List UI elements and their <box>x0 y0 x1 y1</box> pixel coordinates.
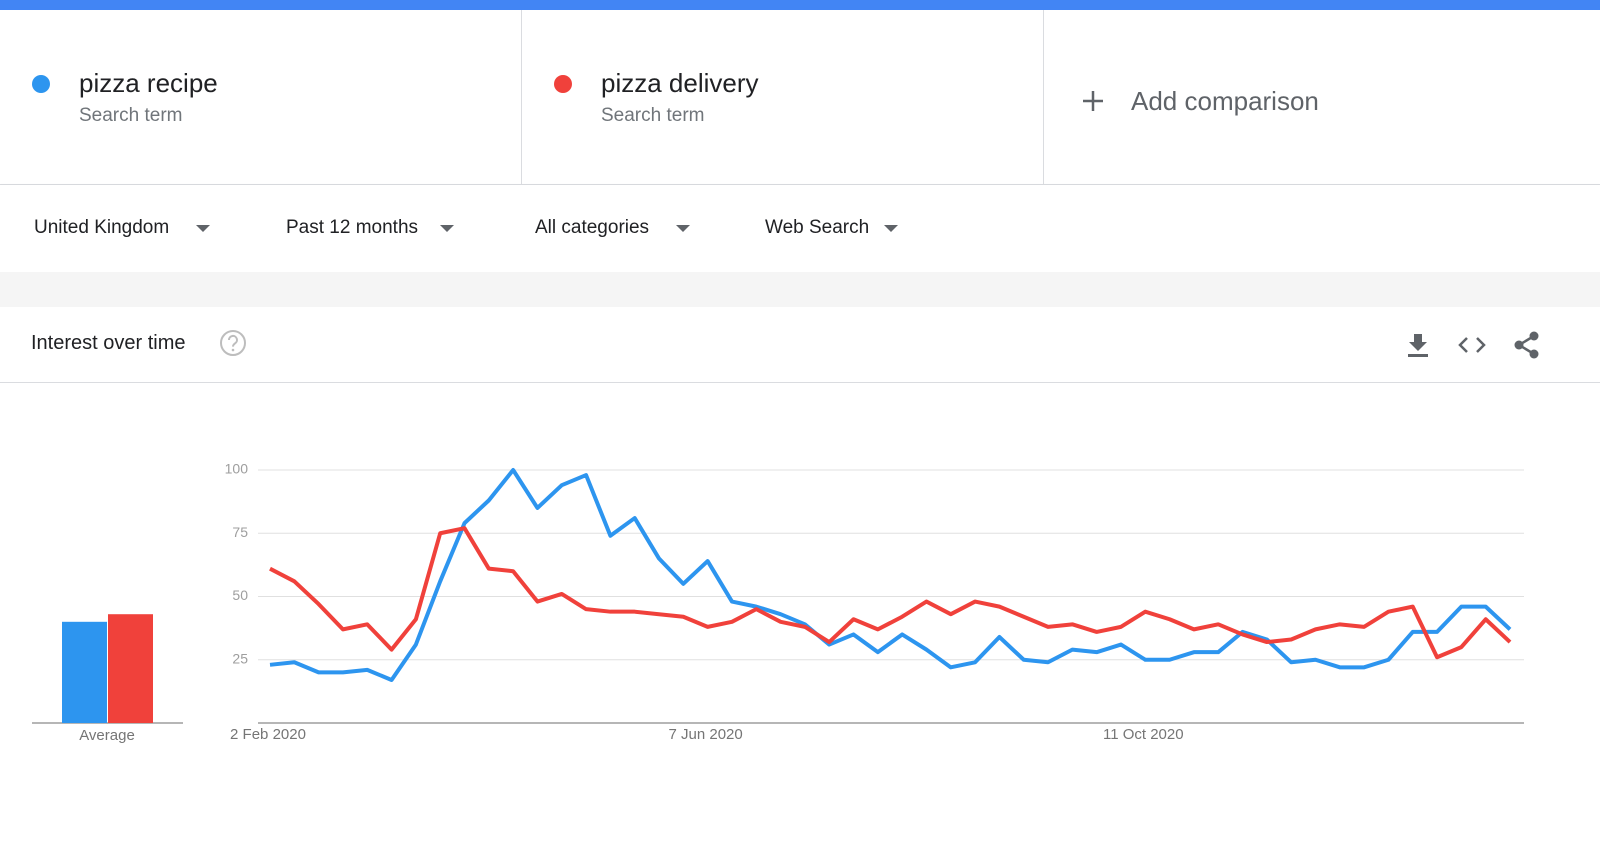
term-dot <box>554 75 572 93</box>
x-tick-label: 7 Jun 2020 <box>669 726 743 743</box>
term-card[interactable]: pizza delivery Search term <box>522 10 1044 185</box>
download-icon[interactable] <box>1404 331 1432 359</box>
x-tick-label: 2 Feb 2020 <box>230 726 306 743</box>
y-tick-label: 75 <box>232 524 248 540</box>
section-title: Interest over time <box>31 332 186 354</box>
term-type: Search term <box>79 105 183 126</box>
term-type: Search term <box>601 105 705 126</box>
add-comparison[interactable]: Add comparison <box>1131 86 1319 116</box>
filter-category[interactable]: All categories <box>535 217 650 238</box>
dropdown-arrow[interactable] <box>676 225 690 232</box>
y-tick-label: 50 <box>232 587 248 603</box>
term-card[interactable]: pizza recipe Search term <box>0 10 522 185</box>
term-dot <box>32 75 50 93</box>
y-tick-label: 100 <box>225 461 249 477</box>
separator <box>0 272 1600 307</box>
help-icon[interactable] <box>219 329 247 357</box>
y-tick-label: 25 <box>232 650 248 666</box>
share-icon[interactable] <box>1512 329 1542 361</box>
x-tick-label: 11 Oct 2020 <box>1103 726 1184 743</box>
dropdown-arrow[interactable] <box>884 225 898 232</box>
series-line <box>269 468 1512 682</box>
average-label: Average <box>79 727 135 744</box>
embed-icon[interactable] <box>1457 331 1487 359</box>
term-label[interactable]: pizza delivery <box>601 68 759 98</box>
section-header: Interest over time <box>0 307 1600 383</box>
average-bar <box>108 614 153 723</box>
add-comparison-card[interactable] <box>1044 10 1600 185</box>
plus-icon <box>1083 91 1103 111</box>
filter-time[interactable]: Past 12 months <box>286 217 419 238</box>
average-bar <box>62 621 107 723</box>
filter-region[interactable]: United Kingdom <box>34 217 170 238</box>
chart: 25 50 75 100 2 Feb 2020 7 Jun 2020 11 Oct 2020… <box>32 461 1524 744</box>
dropdown-arrow[interactable] <box>196 225 210 232</box>
filter-search-type[interactable]: Web Search <box>765 217 870 238</box>
top-bar <box>0 0 1600 10</box>
series-line <box>269 526 1512 660</box>
filter-bar: United Kingdom Past 12 months All catego… <box>0 185 1600 272</box>
dropdown-arrow[interactable] <box>440 225 454 232</box>
term-label[interactable]: pizza recipe <box>79 68 218 98</box>
